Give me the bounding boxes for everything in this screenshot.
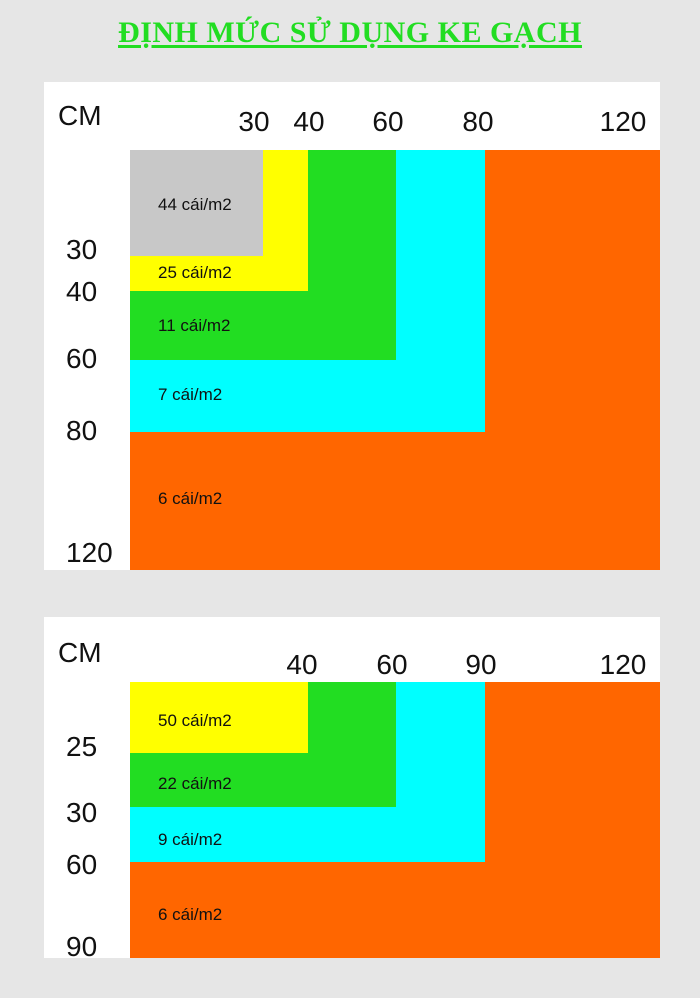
y-tick-25: 25 bbox=[66, 731, 98, 762]
rate-80x80: 7 cái/m2 bbox=[158, 385, 223, 404]
page-title: ĐỊNH MỨC SỬ DỤNG KE GẠCH bbox=[118, 16, 582, 49]
x-tick-60: 60 bbox=[372, 106, 404, 137]
x-tick-40: 40 bbox=[293, 106, 325, 137]
unit-label: CM bbox=[58, 100, 102, 131]
area-30x30 bbox=[130, 150, 263, 256]
y-tick-40: 40 bbox=[66, 276, 98, 307]
x-tick-60: 60 bbox=[376, 649, 408, 680]
rate-40x40: 25 cái/m2 bbox=[158, 263, 232, 282]
y-tick-80: 80 bbox=[66, 415, 98, 446]
rate-30x30: 44 cái/m2 bbox=[158, 195, 232, 214]
y-tick-120: 120 bbox=[66, 537, 113, 568]
rate-30x60: 22 cái/m2 bbox=[158, 774, 232, 793]
x-tick-30: 30 bbox=[238, 106, 270, 137]
tile-size-panel-1: CM 30 40 60 80 120 30 40 60 80 120 44 cá… bbox=[44, 82, 660, 570]
x-tick-80: 80 bbox=[462, 106, 494, 137]
tile-size-panel-2: CM 40 60 90 120 25 30 60 90 50 cái/m2 22… bbox=[44, 617, 660, 962]
y-tick-60: 60 bbox=[66, 849, 98, 880]
x-tick-40: 40 bbox=[286, 649, 318, 680]
y-tick-60: 60 bbox=[66, 343, 98, 374]
rate-120x120: 6 cái/m2 bbox=[158, 489, 223, 508]
rate-60x90: 9 cái/m2 bbox=[158, 830, 223, 849]
rate-90x120: 6 cái/m2 bbox=[158, 905, 223, 924]
y-tick-30: 30 bbox=[66, 234, 98, 265]
rate-60x60: 11 cái/m2 bbox=[158, 316, 231, 335]
unit-label: CM bbox=[58, 637, 102, 668]
y-tick-30: 30 bbox=[66, 797, 98, 828]
rate-25x40: 50 cái/m2 bbox=[158, 711, 232, 730]
x-tick-120: 120 bbox=[599, 649, 647, 680]
x-tick-120: 120 bbox=[599, 106, 647, 137]
x-tick-90: 90 bbox=[465, 649, 497, 680]
area-25x40 bbox=[130, 682, 308, 753]
y-tick-90: 90 bbox=[66, 931, 98, 962]
